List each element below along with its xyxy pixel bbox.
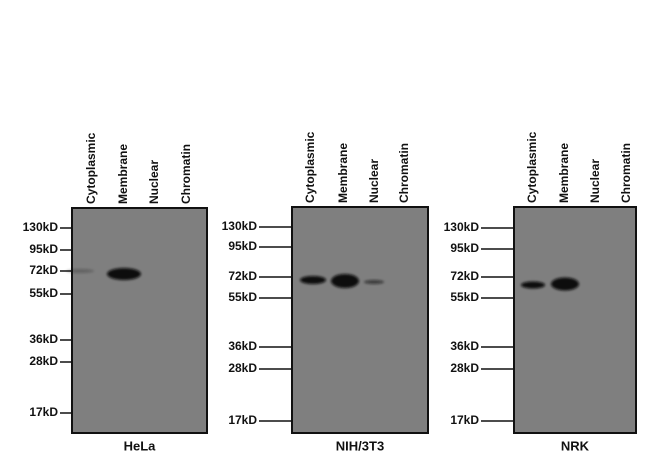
- marker-label: 72kD: [29, 263, 58, 277]
- cell-line-label: NIH/3T3: [336, 438, 384, 453]
- blot-membrane: [71, 207, 208, 434]
- marker-label: 95kD: [450, 241, 479, 255]
- cell-line-label: HeLa: [124, 438, 157, 453]
- marker-label: 130kD: [222, 219, 258, 233]
- blot-membrane: [513, 206, 637, 434]
- lane-label: Membrane: [557, 143, 571, 203]
- protein-band: [331, 274, 359, 288]
- lane-label: Cytoplasmic: [303, 131, 317, 203]
- lane-label: Cytoplasmic: [525, 131, 539, 203]
- marker-label: 95kD: [29, 242, 58, 256]
- marker-label: 55kD: [450, 290, 479, 304]
- lane-label: Membrane: [336, 143, 350, 203]
- marker-label: 28kD: [29, 354, 58, 368]
- marker-label: 130kD: [23, 220, 59, 234]
- blot-panel: Cytoplasmic Membrane Nuclear Chromatin 130kD…: [23, 132, 208, 453]
- blot-panel: Cytoplasmic Membrane Nuclear Chromatin 130kD…: [444, 131, 637, 453]
- lane-label: Nuclear: [147, 160, 161, 204]
- lane-label: Nuclear: [367, 159, 381, 203]
- marker-label: 55kD: [228, 290, 257, 304]
- marker-label: 36kD: [228, 339, 257, 353]
- lane-label: Chromatin: [179, 144, 193, 204]
- lane-label: Nuclear: [588, 159, 602, 203]
- protein-band: [66, 269, 94, 273]
- marker-label: 17kD: [228, 413, 257, 427]
- marker-label: 130kD: [444, 220, 480, 234]
- lane-label: Chromatin: [619, 143, 633, 203]
- protein-band: [300, 276, 326, 284]
- lane-label: Chromatin: [397, 143, 411, 203]
- marker-label: 95kD: [228, 239, 257, 253]
- cell-line-label: NRK: [561, 438, 590, 453]
- blot-membrane: [291, 206, 429, 434]
- marker-label: 72kD: [228, 269, 257, 283]
- marker-label: 36kD: [450, 339, 479, 353]
- lane-label: Cytoplasmic: [84, 132, 98, 204]
- marker-label: 72kD: [450, 269, 479, 283]
- marker-label: 28kD: [450, 361, 479, 375]
- protein-band: [107, 268, 141, 280]
- protein-band: [521, 281, 545, 289]
- marker-label: 17kD: [450, 413, 479, 427]
- marker-label: 36kD: [29, 332, 58, 346]
- lane-label: Membrane: [116, 144, 130, 204]
- marker-label: 55kD: [29, 286, 58, 300]
- blot-panel: Cytoplasmic Membrane Nuclear Chromatin 130kD…: [222, 131, 429, 453]
- marker-label: 17kD: [29, 405, 58, 419]
- protein-band: [364, 280, 384, 284]
- protein-band: [551, 277, 579, 291]
- marker-label: 28kD: [228, 361, 257, 375]
